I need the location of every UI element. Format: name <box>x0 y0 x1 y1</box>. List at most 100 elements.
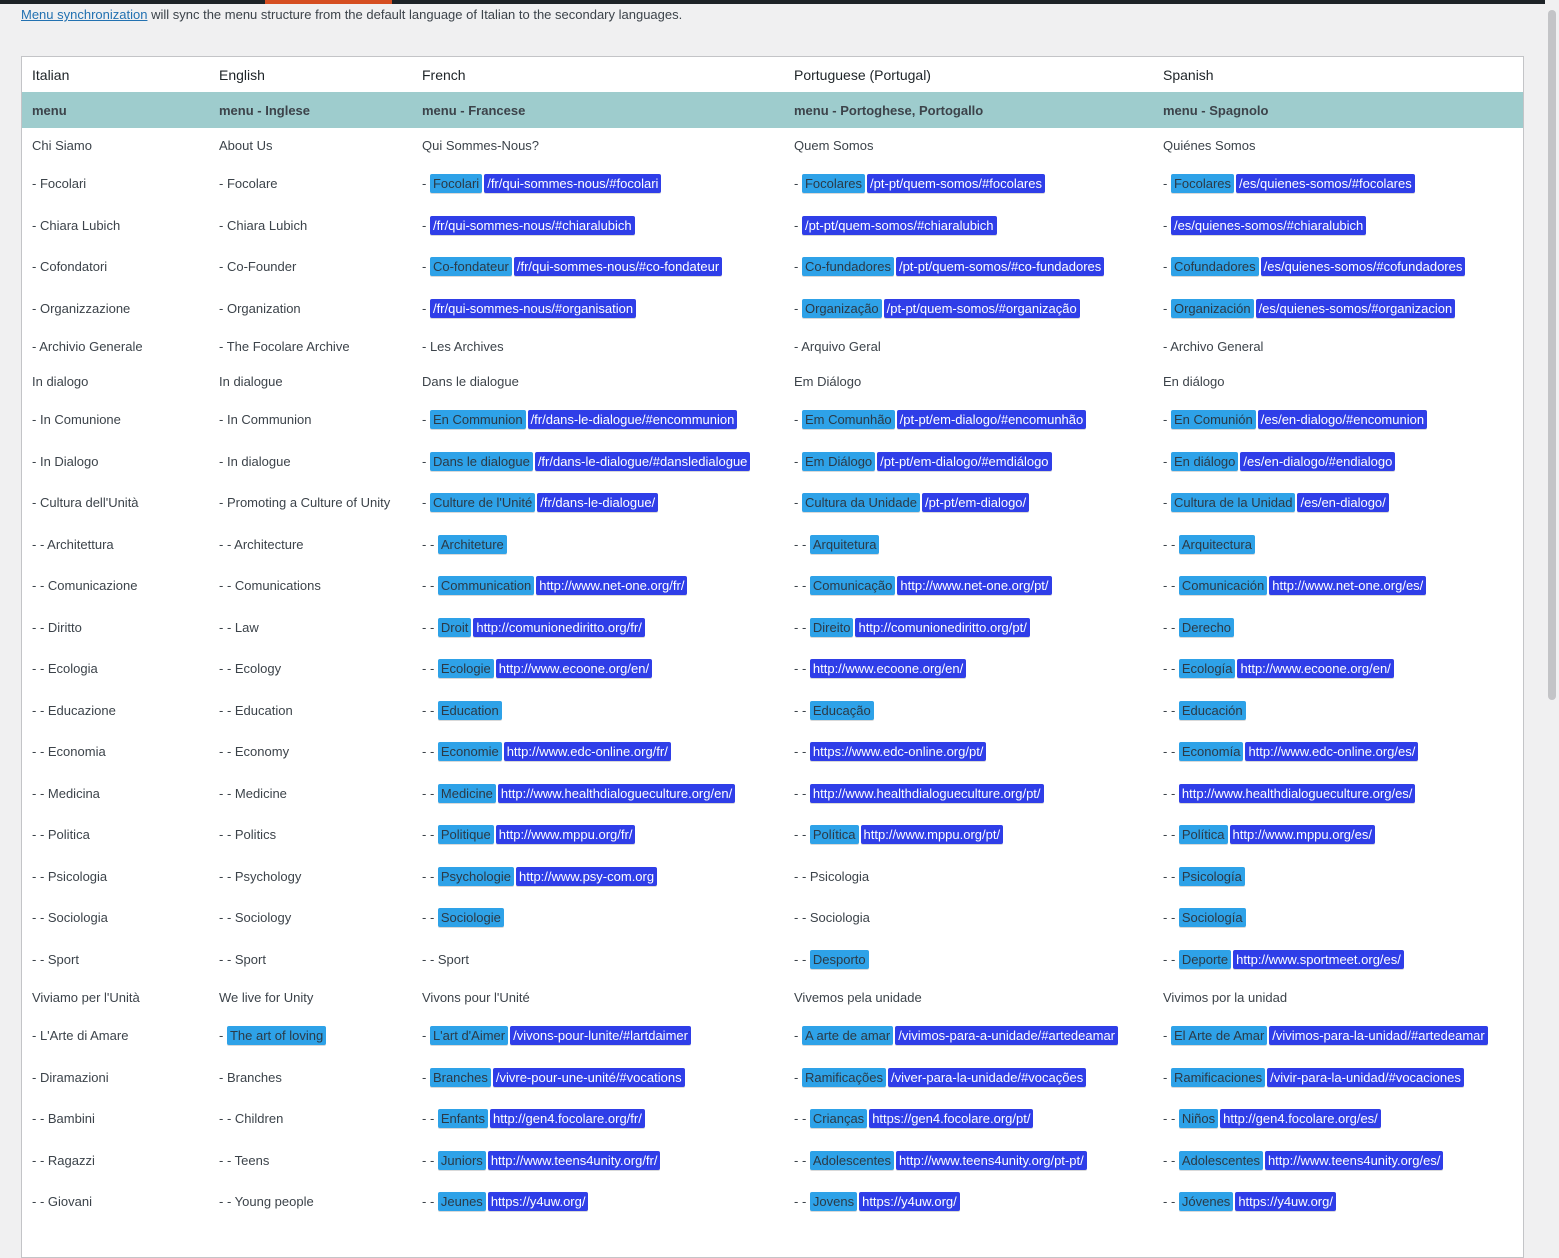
menu-item-cell-english: - - Sport <box>209 939 412 981</box>
admin-bar-active-item[interactable] <box>265 0 392 4</box>
menu-item-cell-italian: In dialogo <box>22 364 209 399</box>
menu-item-cell-english: - - Ecology <box>209 648 412 690</box>
depth-prefix: - - <box>794 578 810 594</box>
menu-item-row: - - Diritto - - Law - - Droit http://comuni… <box>22 607 1523 649</box>
changed-url-badge: http://www.ecoone.org/en/ <box>495 659 653 679</box>
menu-item-cell-english: About Us <box>209 128 412 163</box>
depth-prefix: - - <box>32 661 48 677</box>
depth-prefix: - <box>32 259 40 275</box>
menu-item-cell-italian: - - Giovani <box>22 1181 209 1223</box>
depth-prefix: - <box>1163 1069 1171 1085</box>
changed-url-badge: https://www.edc-online.org/pt/ <box>809 742 987 762</box>
menu-item-cell-portuguese: - - http://www.ecoone.org/en/ <box>784 648 1153 690</box>
menu-item-title: Giovani <box>47 1194 92 1210</box>
menu-item-cell-spanish: - - Política http://www.mppu.org/es/ <box>1153 814 1523 856</box>
menu-item-cell-spanish: En diálogo <box>1153 364 1523 399</box>
menu-item-cell-french: - - Sport <box>412 939 784 981</box>
menu-item-row: - - Sport - - Sport - - Sport - - Desporto -… <box>22 939 1523 981</box>
menu-item-cell-french: - - Politique http://www.mppu.org/fr/ <box>412 814 784 856</box>
depth-prefix: - - <box>1163 702 1179 718</box>
depth-prefix: - - <box>219 785 235 801</box>
menu-name-row: menu menu - Inglese menu - Francese menu… <box>22 92 1523 128</box>
menu-item-cell-portuguese: - Ramificações/viver-para-la-unidade/#vo… <box>784 1057 1153 1099</box>
depth-prefix: - <box>794 1028 802 1044</box>
menu-item-cell-spanish: Vivimos por la unidad <box>1153 980 1523 1015</box>
menu-item-title: Sport <box>234 951 266 967</box>
menu-item-title: About Us <box>219 138 273 153</box>
changed-label-badge: Niños <box>1178 1109 1219 1129</box>
menu-item-cell-italian: - - Educazione <box>22 690 209 732</box>
menu-item-row: - - Giovani - - Young people - - Jeunes htt… <box>22 1181 1523 1223</box>
depth-prefix: - <box>794 339 802 354</box>
depth-prefix: - - <box>794 661 810 677</box>
depth-prefix: - <box>32 1069 40 1085</box>
changed-url-badge: http://www.psy-com.org <box>516 866 658 886</box>
menu-item-cell-portuguese: - - Crianças https://gen4.focolare.org/pt… <box>784 1098 1153 1140</box>
depth-prefix: - <box>1163 339 1171 354</box>
menu-item-cell-italian: - Focolari <box>22 163 209 205</box>
changed-label-badge: En diálogo <box>1170 451 1239 471</box>
changed-url-badge: /vivimos-para-a-unidade/#artedeamar <box>895 1026 1119 1046</box>
changed-label-badge: Em Diálogo <box>801 451 876 471</box>
depth-prefix: - <box>1163 453 1171 469</box>
depth-prefix: - - <box>794 744 810 760</box>
depth-prefix: - - <box>422 951 438 967</box>
depth-prefix: - - <box>1163 1111 1179 1127</box>
depth-prefix: - <box>422 217 430 233</box>
depth-prefix: - - <box>422 578 438 594</box>
depth-prefix: - - <box>1163 785 1179 801</box>
menu-item-cell-spanish: - Archivo General <box>1153 329 1523 364</box>
changed-url-badge: /fr/qui-sommes-nous/#chiaralubich <box>429 215 635 235</box>
menu-item-cell-spanish: - - Educación <box>1153 690 1523 732</box>
menu-item-row: - Archivio Generale - The Focolare Archiv… <box>22 329 1523 364</box>
menu-item-cell-italian: - Organizzazione <box>22 288 209 330</box>
menu-item-title: Archivio Generale <box>39 339 143 354</box>
depth-prefix: - - <box>219 744 235 760</box>
menu-synchronization-link[interactable]: Menu synchronization <box>21 7 148 22</box>
menu-item-cell-english: - - Architecture <box>209 524 412 566</box>
menu-item-title: Economy <box>234 744 290 760</box>
menu-item-cell-english: - - Psychology <box>209 856 412 898</box>
changed-label-badge: Política <box>1178 825 1228 845</box>
menu-item-title: Law <box>234 619 259 635</box>
menu-name-french: menu - Francese <box>412 92 784 128</box>
menu-item-title: Diritto <box>47 619 82 635</box>
menu-item-title: Qui Sommes-Nous? <box>422 138 540 153</box>
changed-url-badge: /vivre-pour-une-unité/#vocations <box>492 1067 685 1087</box>
depth-prefix: - - <box>32 1194 48 1210</box>
menu-item-cell-portuguese: - - Jovens https://y4uw.org/ <box>784 1181 1153 1223</box>
changed-label-badge: Focolares <box>801 174 866 194</box>
changed-label-badge: Cultura de la Unidad <box>1170 493 1296 513</box>
depth-prefix: - <box>794 259 802 275</box>
depth-prefix: - - <box>1163 619 1179 635</box>
menu-item-cell-portuguese: - Cultura da Unidade/pt-pt/em-dialogo/ <box>784 482 1153 524</box>
depth-prefix: - <box>1163 176 1171 192</box>
menu-item-title: Politics <box>234 827 277 843</box>
menu-item-title: Quem Somos <box>794 138 874 153</box>
scrollbar-thumb[interactable] <box>1548 10 1556 700</box>
depth-prefix: - - <box>219 702 235 718</box>
menu-item-cell-italian: - In Dialogo <box>22 441 209 483</box>
changed-url-badge: https://y4uw.org/ <box>1235 1192 1336 1212</box>
changed-url-badge: http://www.teens4unity.org/fr/ <box>487 1150 661 1170</box>
changed-label-badge: Política <box>809 825 859 845</box>
depth-prefix: - - <box>32 744 48 760</box>
depth-prefix: - - <box>1163 1194 1179 1210</box>
menu-item-title: Quiénes Somos <box>1163 138 1256 153</box>
changed-url-badge: http://www.mppu.org/fr/ <box>495 825 636 845</box>
menu-item-cell-italian: - Cultura dell'Unità <box>22 482 209 524</box>
depth-prefix: - <box>422 495 430 511</box>
changed-url-badge: /es/quienes-somos/#organizacion <box>1255 298 1456 318</box>
changed-url-badge: http://www.teens4unity.org/pt-pt/ <box>895 1150 1087 1170</box>
menu-item-cell-portuguese: - /pt-pt/quem-somos/#chiaralubich <box>784 205 1153 247</box>
page-scrollbar[interactable] <box>1545 0 1559 1215</box>
menu-item-row: - - Comunicazione - - Comunications - - Co… <box>22 565 1523 607</box>
menu-item-title: Focolare <box>226 176 278 192</box>
depth-prefix: - <box>794 412 802 428</box>
menu-item-cell-spanish: - - Ecología http://www.ecoone.org/en/ <box>1153 648 1523 690</box>
depth-prefix: - - <box>422 1111 438 1127</box>
changed-label-badge: Organización <box>1170 298 1254 318</box>
changed-url-badge: /fr/qui-sommes-nous/#organisation <box>429 298 637 318</box>
depth-prefix: - - <box>219 661 235 677</box>
menu-item-cell-spanish: - Cultura de la Unidad/es/en-dialogo/ <box>1153 482 1523 524</box>
